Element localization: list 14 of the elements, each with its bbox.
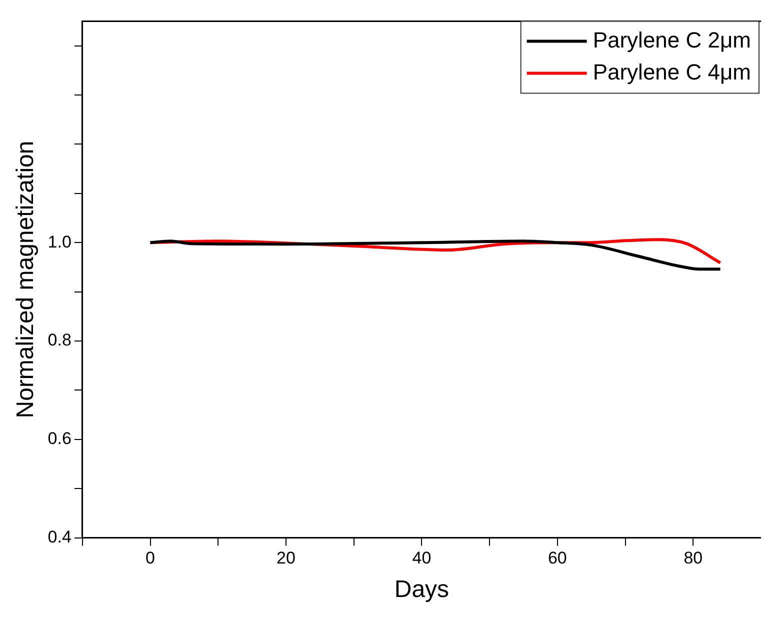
legend-label: Parylene C 4μm [592, 59, 752, 84]
x-tick-label: 20 [276, 548, 296, 568]
x-tick-label: 40 [412, 548, 432, 568]
x-tick-label: 60 [548, 548, 567, 568]
x-tick-label: 80 [684, 548, 703, 568]
y-axis-title: Normalized magnetization [12, 140, 40, 418]
x-tick-label: 0 [146, 548, 156, 568]
y-tick-label: 0.4 [48, 527, 72, 546]
y-tick-label: 0.8 [48, 330, 72, 350]
y-tick-label: 1.0 [48, 232, 72, 252]
line-series [148, 240, 722, 271]
x-axis-title: Days [394, 576, 450, 604]
y-tick-label: 0.6 [48, 429, 72, 448]
legend-label: Parylene C 2μm [592, 27, 752, 52]
